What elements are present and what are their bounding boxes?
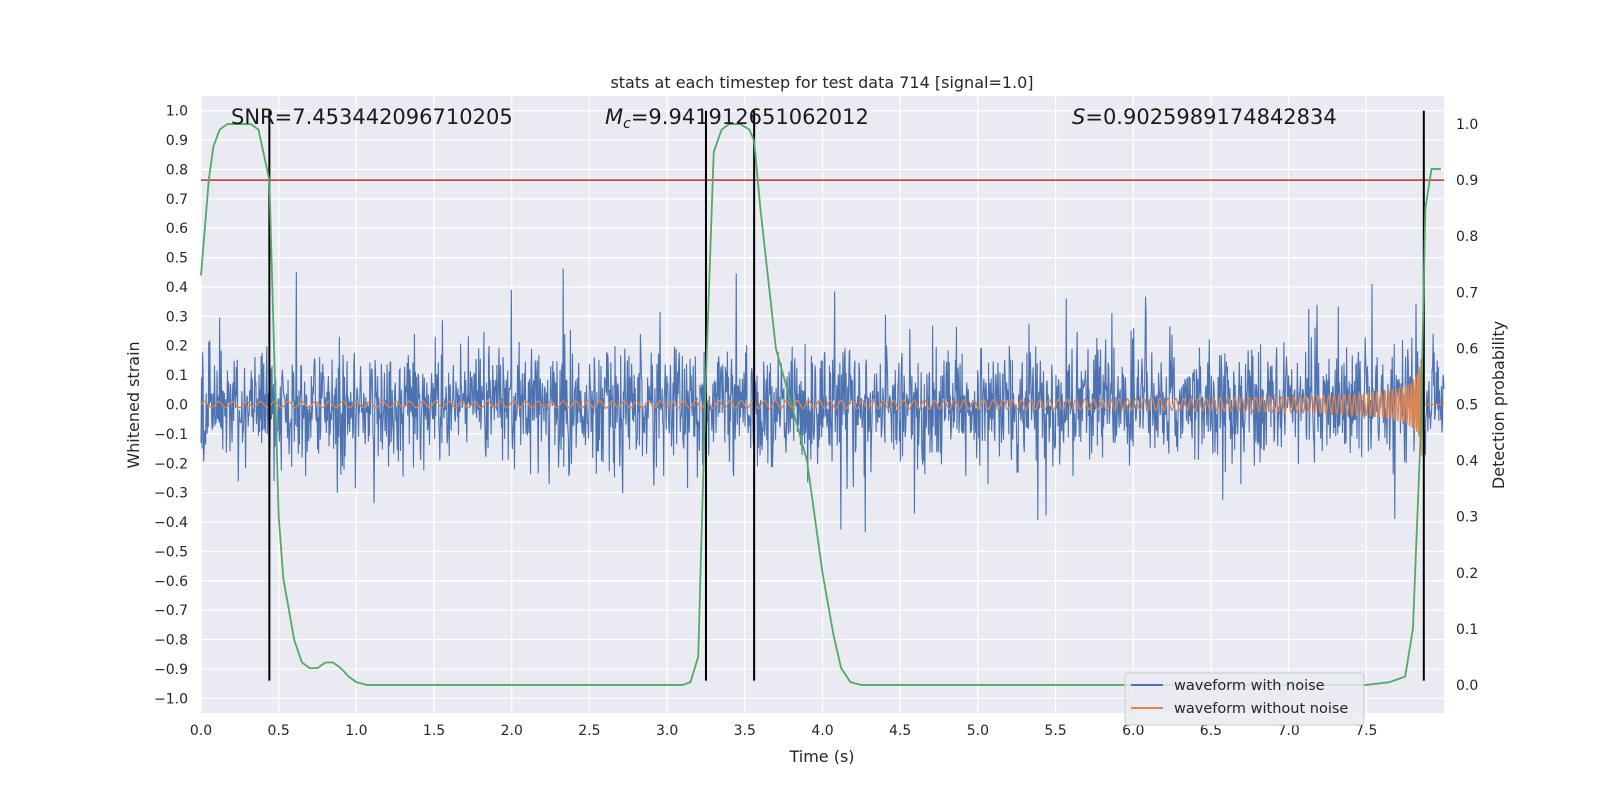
y2-tick-label: 0.6 (1456, 341, 1478, 357)
legend-box (1124, 672, 1365, 726)
x-tick-label: 7.0 (1277, 723, 1299, 739)
score-annotation: S=0.9025989174842834 (1072, 105, 1337, 129)
x-tick-label: 4.0 (811, 723, 833, 739)
y-tick-label: 0.1 (166, 368, 188, 384)
x-tick-label: 1.5 (423, 723, 445, 739)
x-tick-label: 6.0 (1122, 723, 1144, 739)
chirp-mass-value: =9.941912651062012 (631, 105, 869, 129)
y-tick-label: 0.3 (166, 309, 188, 325)
y-tick-label: 0.5 (166, 251, 188, 267)
y-tick-label: 0.4 (166, 280, 188, 296)
y-tick-label: −0.3 (154, 486, 188, 502)
waveform-without-noise-series (200, 358, 1444, 456)
x-tick-label: 6.5 (1200, 723, 1222, 739)
y-tick-label: 0.9 (166, 133, 188, 149)
y-tick-label: 0.7 (166, 192, 188, 208)
legend: waveform with noise waveform without noi… (1124, 672, 1365, 726)
y-tick-label: −0.1 (154, 427, 188, 443)
y2-tick-label: 0.3 (1456, 510, 1478, 526)
y-tick-label: −0.4 (154, 515, 188, 531)
clean-waveform-line (200, 358, 1444, 456)
y-tick-label: −0.5 (154, 544, 188, 560)
y2-tick-label: 0.2 (1456, 566, 1478, 582)
chirp-mass-annotation: Mc=9.941912651062012 (605, 105, 869, 132)
y2-axis-label: Detection probability (1489, 321, 1508, 489)
score-symbol: S (1072, 105, 1085, 129)
y-tick-label: 0.6 (166, 221, 188, 237)
x-tick-label: 7.5 (1355, 723, 1377, 739)
x-tick-label: 1.0 (345, 723, 367, 739)
noise-waveform-line (200, 268, 1445, 532)
x-axis-label: Time (s) (788, 747, 854, 766)
x-tick-labels: 0.0 0.5 1.0 1.5 2.0 2.5 3.0 3.5 4.0 4.5 5.0 5.5 6.0 6… (190, 723, 1378, 739)
x-tick-label: 5.0 (967, 723, 989, 739)
y2-tick-label: 0.8 (1456, 229, 1478, 245)
x-tick-label: 3.0 (656, 723, 678, 739)
score-value: =0.9025989174842834 (1085, 105, 1336, 129)
x-tick-label: 3.5 (734, 723, 756, 739)
y2-tick-label: 0.4 (1456, 454, 1478, 470)
y2-tick-label: 0.1 (1456, 622, 1478, 638)
y-tick-label: 0.0 (166, 398, 188, 414)
chirp-mass-symbol: M (605, 105, 623, 129)
y-tick-label: 0.2 (166, 339, 188, 355)
chirp-mass-subscript: c (623, 116, 631, 132)
y-tick-label: −0.7 (154, 603, 188, 619)
y2-tick-labels: 1.0 0.9 0.8 0.7 0.6 0.5 0.4 0.3 0.2 0.1 0.0 (1456, 117, 1478, 694)
y-tick-label: −0.8 (154, 633, 188, 649)
y-tick-label: −1.0 (154, 691, 188, 707)
y2-tick-label: 0.9 (1456, 173, 1478, 189)
y-tick-label: −0.9 (154, 662, 188, 678)
y-axis-label: Whitened strain (124, 341, 143, 468)
y-tick-label: −0.2 (154, 456, 188, 472)
x-tick-label: 2.0 (501, 723, 523, 739)
snr-annotation: SNR=7.453442096710205 (231, 105, 513, 129)
y2-tick-label: 0.0 (1456, 678, 1478, 694)
y2-tick-label: 0.5 (1456, 398, 1478, 414)
y2-tick-label: 1.0 (1456, 117, 1478, 133)
x-tick-label: 0.0 (190, 723, 212, 739)
y-tick-labels: 1.0 0.9 0.8 0.7 0.6 0.5 0.4 0.3 0.2 0.1 0.0 −0.1 −0.… (154, 104, 188, 708)
legend-label-noise: waveform with noise (1174, 678, 1325, 694)
waveform-with-noise-series (200, 268, 1445, 532)
x-tick-label: 0.5 (268, 723, 290, 739)
x-tick-label: 5.5 (1044, 723, 1066, 739)
chart-title: stats at each timestep for test data 714… (610, 73, 1033, 92)
grid (200, 96, 1444, 713)
y-tick-label: −0.6 (154, 574, 188, 590)
x-tick-label: 4.5 (889, 723, 911, 739)
y-tick-label: 1.0 (166, 104, 188, 120)
y-tick-label: 0.8 (166, 162, 188, 178)
x-tick-label: 2.5 (578, 723, 600, 739)
y2-tick-label: 0.7 (1456, 285, 1478, 301)
legend-label-clean: waveform without noise (1174, 701, 1348, 717)
